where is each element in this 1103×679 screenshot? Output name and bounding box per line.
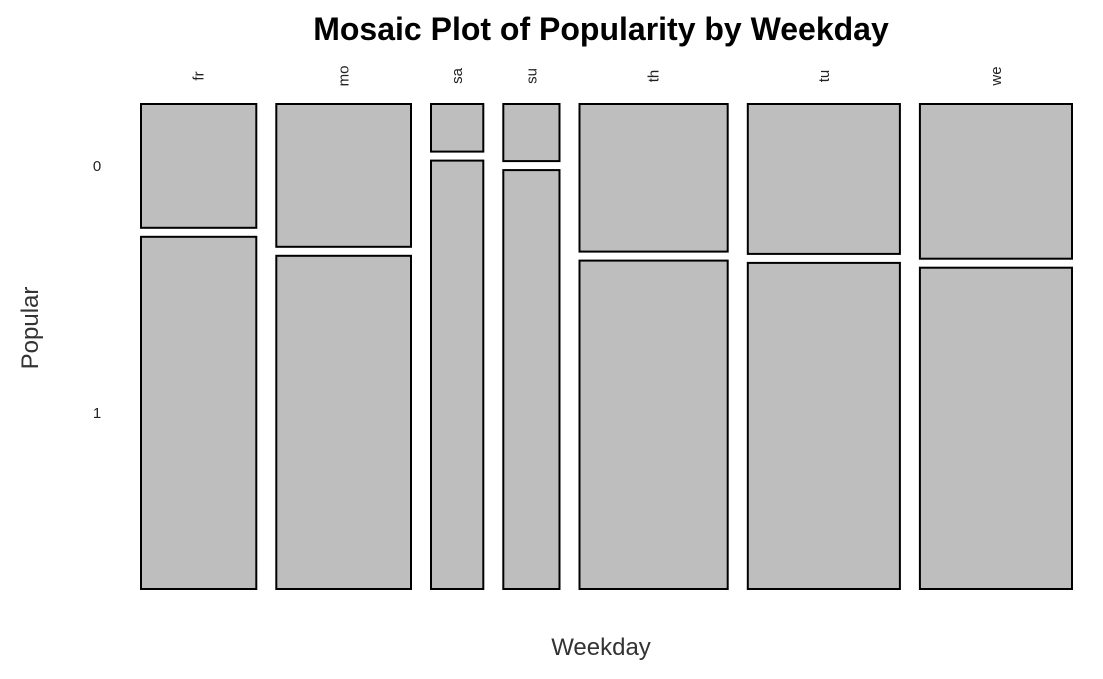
y-tick-labels: 01 bbox=[93, 158, 101, 422]
tile-th-popular-1 bbox=[578, 259, 729, 590]
tile-su-popular-1 bbox=[502, 169, 561, 590]
mosaic-tiles bbox=[140, 103, 1074, 591]
x-tick-label-mo: mo bbox=[336, 66, 353, 87]
x-axis-title: Weekday bbox=[551, 634, 651, 661]
tile-fr-popular-0 bbox=[140, 103, 258, 229]
tile-fr-popular-1 bbox=[140, 235, 258, 591]
tile-we-popular-1 bbox=[918, 266, 1074, 590]
y-axis-title: Popular bbox=[17, 287, 44, 370]
tile-we-popular-0 bbox=[918, 103, 1074, 260]
tile-su-popular-0 bbox=[502, 103, 561, 163]
y-tick-label-0: 0 bbox=[93, 158, 101, 175]
y-tick-label-1: 1 bbox=[93, 405, 101, 422]
chart-title: Mosaic Plot of Popularity by Weekday bbox=[313, 11, 889, 47]
tile-tu-popular-0 bbox=[746, 103, 901, 255]
tile-sa-popular-0 bbox=[430, 103, 485, 153]
x-tick-label-fr: fr bbox=[191, 71, 208, 80]
x-tick-label-we: we bbox=[988, 66, 1005, 86]
tile-mo-popular-1 bbox=[275, 254, 412, 591]
tile-mo-popular-0 bbox=[275, 103, 412, 248]
x-tick-labels: fr mo sa su th tu we bbox=[191, 66, 1005, 87]
tile-sa-popular-1 bbox=[430, 159, 485, 590]
x-tick-label-sa: sa bbox=[449, 67, 466, 84]
tile-th-popular-0 bbox=[578, 103, 729, 253]
x-tick-label-su: su bbox=[523, 68, 540, 84]
tile-tu-popular-1 bbox=[746, 261, 901, 590]
x-tick-label-tu: tu bbox=[816, 70, 833, 83]
x-tick-label-th: th bbox=[646, 70, 663, 83]
